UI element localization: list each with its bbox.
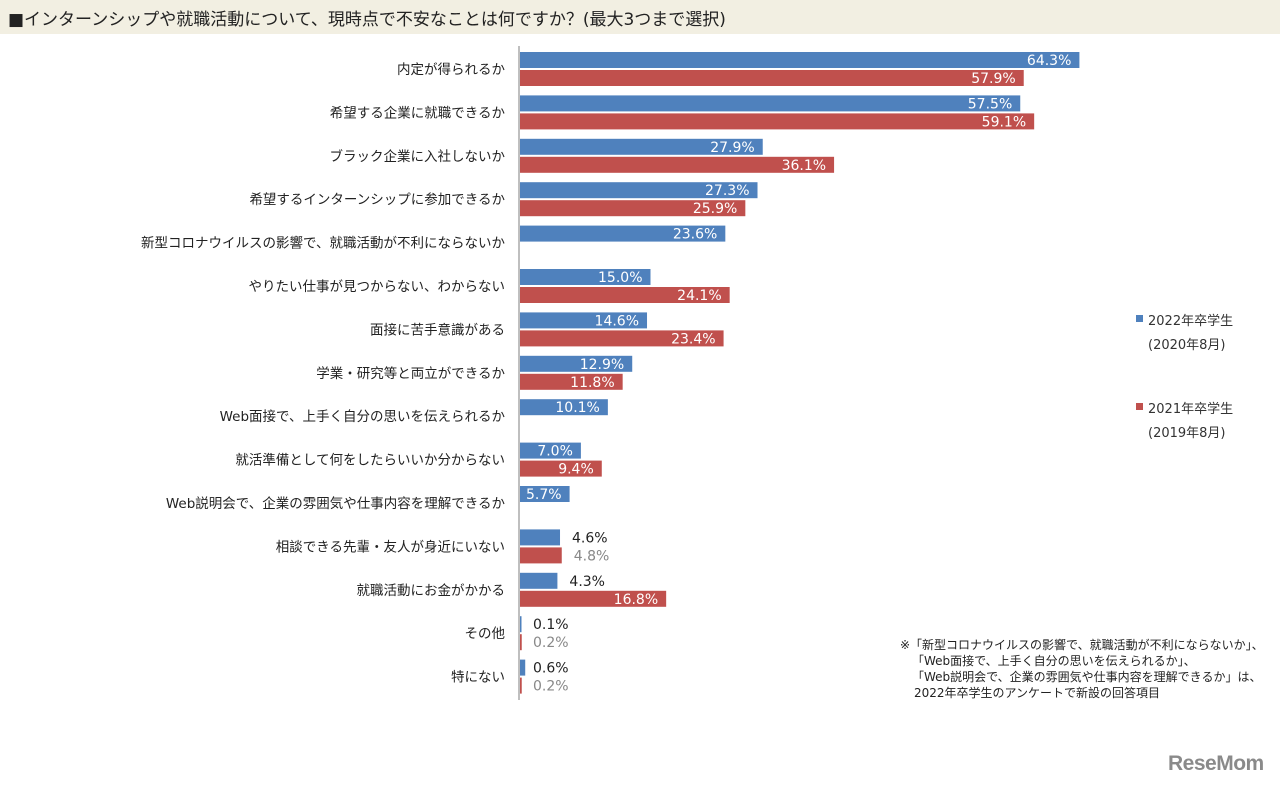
data-label: 5.7% xyxy=(526,487,562,503)
bar-2022 xyxy=(520,399,608,416)
category-label: Web面接で、上手く自分の思いを伝えられるか xyxy=(220,408,506,425)
data-label: 12.9% xyxy=(580,357,624,373)
category-label: 希望する企業に就職できるか xyxy=(330,104,506,121)
data-label: 25.9% xyxy=(693,201,737,217)
category-label: 学業・研究等と両立ができるか xyxy=(316,365,505,382)
data-label: 4.6% xyxy=(572,530,608,546)
data-label: 23.6% xyxy=(673,227,717,243)
bar-2022 xyxy=(520,138,763,155)
data-label: 10.1% xyxy=(555,400,599,416)
bar-2022 xyxy=(520,312,648,329)
bar-2022 xyxy=(520,182,758,199)
category-label: ブラック企業に入社しないか xyxy=(330,148,506,165)
data-label: 0.2% xyxy=(533,635,569,651)
legend-label-2022: 2022年卒学生 xyxy=(1148,314,1234,329)
category-label: Web説明会で、企業の雰囲気や仕事内容を理解できるか xyxy=(166,495,506,512)
bar-2021 xyxy=(520,200,746,217)
category-label: 新型コロナウイルスの影響で、就職活動が不利にならないか xyxy=(141,235,505,252)
bar-2022 xyxy=(520,529,561,546)
legend-sub-2022: (2020年8月) xyxy=(1148,338,1226,353)
bar-2021 xyxy=(520,330,724,347)
legend-swatch-2021 xyxy=(1136,403,1143,410)
bar-2022 xyxy=(520,95,1021,112)
category-label: やりたい仕事が見つからない、わからない xyxy=(249,279,506,295)
category-label: その他 xyxy=(465,626,506,642)
category-label: 内定が得られるか xyxy=(397,61,505,78)
data-label: 64.3% xyxy=(1027,53,1071,69)
category-label: 特にない xyxy=(451,670,505,686)
bar-2022 xyxy=(520,442,581,459)
category-label: 就活準備として何をしたらいいか分からない xyxy=(235,453,505,469)
resemom-logo: ReseMom xyxy=(1168,752,1264,775)
bar-2021 xyxy=(520,156,835,173)
bar-2021 xyxy=(520,113,1035,130)
data-label: 0.1% xyxy=(533,617,569,633)
bar-2021 xyxy=(520,634,522,651)
category-label: 就職活動にお金がかかる xyxy=(357,583,506,599)
bar-2021 xyxy=(520,460,602,477)
bar-2021 xyxy=(520,373,623,390)
bar-2022 xyxy=(520,486,570,502)
data-label: 4.3% xyxy=(569,574,605,590)
data-label: 7.0% xyxy=(537,444,573,460)
bar-2022 xyxy=(520,355,633,372)
bar-2022 xyxy=(520,269,651,285)
bar-2021 xyxy=(520,590,667,607)
data-label: 0.2% xyxy=(533,679,569,695)
category-label: 相談できる先輩・友人が身近にいない xyxy=(276,539,505,555)
footnote-line: 「Web面接で、上手く自分の思いを伝えられるか」、 xyxy=(912,654,1196,668)
data-label: 16.8% xyxy=(614,592,658,608)
data-label: 24.1% xyxy=(677,288,721,304)
data-label: 15.0% xyxy=(598,270,642,286)
data-label: 23.4% xyxy=(671,331,715,347)
data-label: 11.8% xyxy=(570,375,614,391)
footnote: ※「新型コロナウイルスの影響で、就職活動が不利にならないか」、 「Web面接で、… xyxy=(900,637,1264,701)
footnote-line: 「Web説明会で、企業の雰囲気や仕事内容を理解できるか」は、 xyxy=(912,670,1262,684)
bar-2021 xyxy=(520,70,1024,86)
data-label: 57.9% xyxy=(971,71,1015,87)
data-label: 57.5% xyxy=(968,96,1012,112)
data-label: 4.8% xyxy=(574,548,610,564)
legend-label-2021: 2021年卒学生 xyxy=(1148,402,1234,417)
bar-2022 xyxy=(520,52,1080,68)
data-label: 59.1% xyxy=(982,114,1026,130)
bar-2021 xyxy=(520,547,562,564)
legend-swatch-2022 xyxy=(1136,315,1143,322)
data-label: 0.6% xyxy=(533,661,569,677)
data-label: 14.6% xyxy=(595,313,639,329)
bar-2022 xyxy=(520,659,526,676)
category-label: 面接に苦手意識がある xyxy=(370,321,505,338)
data-label: 27.9% xyxy=(710,140,754,156)
category-label: 希望するインターンシップに参加できるか xyxy=(249,191,505,208)
title-bar: ■インターンシップや就職活動について、現時点で不安なことは何ですか？(最大3つま… xyxy=(0,0,1280,34)
data-label: 36.1% xyxy=(782,158,826,174)
footnote-line: 2022年卒学生のアンケートで新設の回答項目 xyxy=(914,686,1161,700)
data-label: 9.4% xyxy=(558,462,594,478)
bar-2021 xyxy=(520,287,730,303)
data-label: 27.3% xyxy=(705,183,749,199)
chart-title: ■インターンシップや就職活動について、現時点で不安なことは何ですか？(最大3つま… xyxy=(8,10,726,30)
legend-sub-2021: (2019年8月) xyxy=(1148,426,1226,441)
bar-2021 xyxy=(520,677,522,694)
bar-2022 xyxy=(520,225,726,242)
bar-2022 xyxy=(520,616,522,633)
bar-2022 xyxy=(520,572,558,589)
footnote-line: ※「新型コロナウイルスの影響で、就職活動が不利にならないか」、 xyxy=(900,638,1264,652)
